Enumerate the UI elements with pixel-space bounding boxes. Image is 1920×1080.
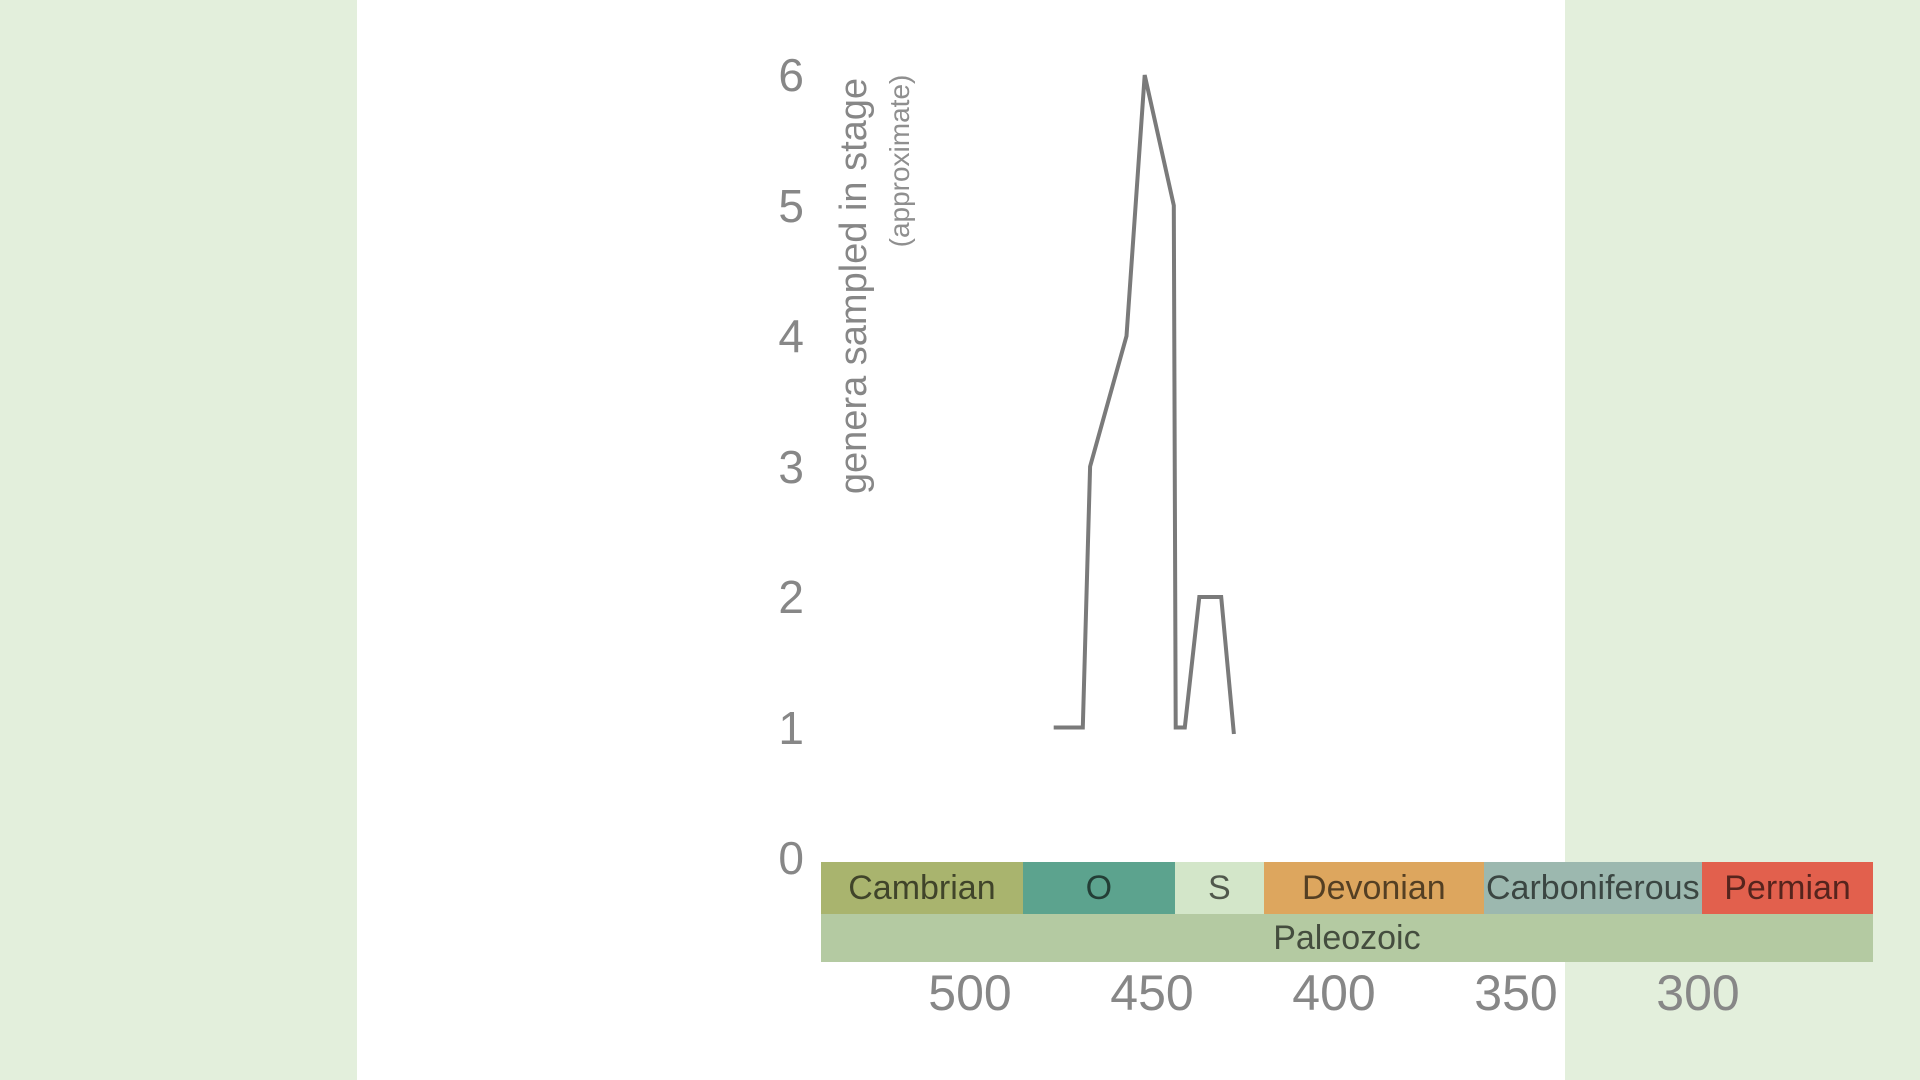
diversity-curve-line — [1053, 74, 1236, 735]
x-tick-label-300: 300 — [1656, 965, 1740, 1021]
x-tick-label-400: 400 — [1292, 965, 1376, 1021]
y-tick-label-2: 2 — [778, 571, 804, 623]
era-band-paleozoic: Paleozoic — [820, 914, 1874, 962]
y-tick-label-5: 5 — [778, 179, 804, 232]
period-band-permian: Permian — [1702, 862, 1874, 914]
page-margin-left — [0, 0, 357, 1080]
y-tick-label-3: 3 — [778, 440, 804, 493]
diversity-curve-svg — [1053, 74, 1236, 735]
x-tick-label-500: 500 — [928, 965, 1012, 1021]
x-tick-label-350: 350 — [1474, 965, 1558, 1021]
period-band-carboniferous: Carboniferous — [1483, 862, 1702, 914]
y-tick-label-0: 0 — [778, 832, 804, 884]
period-band-s: S — [1174, 862, 1265, 914]
x-tick-label-450: 450 — [1110, 965, 1194, 1021]
y-tick-label-6: 6 — [778, 49, 804, 101]
period-band-o: O — [1023, 862, 1175, 914]
period-band-devonian: Devonian — [1264, 862, 1484, 914]
y-tick-label-4: 4 — [778, 310, 804, 362]
period-band-cambrian: Cambrian — [820, 862, 1024, 914]
y-tick-label-1: 1 — [778, 701, 804, 754]
